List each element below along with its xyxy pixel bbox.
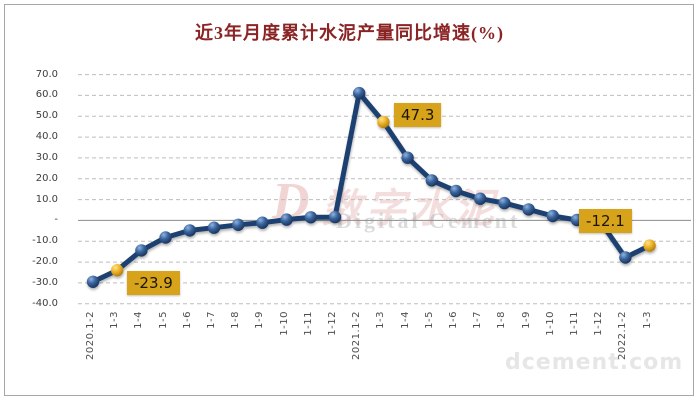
x-tick-label: 1-9: [254, 311, 265, 329]
data-point-1-6: [183, 224, 196, 237]
y-tick-label: 60.0: [35, 89, 58, 100]
data-label-callout: 47.3: [394, 103, 442, 127]
x-tick-label: 1-11: [569, 311, 580, 336]
y-tick-label: 30.0: [35, 152, 58, 163]
x-tick-label: 1-3: [642, 311, 653, 329]
data-point-1-6: [449, 184, 463, 198]
x-tick-label: 1-7: [472, 311, 483, 329]
x-tick-label: 1-4: [400, 311, 411, 329]
x-tick-label: 1-10: [545, 311, 556, 336]
data-label-callout: -12.1: [579, 209, 632, 233]
y-tick-label: 70.0: [35, 69, 58, 80]
data-point-1-10: [546, 209, 559, 223]
x-tick-label: 1-8: [496, 311, 507, 329]
data-point-1-7: [207, 221, 221, 234]
x-tick-label: 1-12: [593, 311, 604, 336]
data-point-1-12: [328, 210, 342, 224]
data-point-1-3: [377, 115, 390, 129]
y-tick-label: -: [54, 214, 58, 225]
data-point-1-4: [135, 244, 148, 257]
x-tick-label: 1-11: [303, 311, 314, 336]
y-tick-label: 40.0: [35, 131, 58, 142]
data-point-2020.1-2: [86, 275, 100, 288]
data-point-1-5: [425, 174, 438, 187]
x-tick-label: 1-3: [375, 311, 386, 329]
x-tick-label: 1-12: [327, 311, 338, 336]
x-tick-label: 1-4: [133, 311, 144, 329]
data-point-1-5: [159, 231, 172, 244]
series-group: [86, 86, 656, 288]
x-tick-label: 1-6: [448, 311, 459, 329]
y-tick-label: 20.0: [35, 173, 58, 184]
x-tick-label: 1-5: [158, 311, 169, 329]
chart-title: 近3年月度累计水泥产量同比增速(%): [195, 23, 504, 43]
data-point-1-8: [498, 196, 511, 210]
data-point-1-3: [643, 239, 656, 252]
data-point-1-11: [304, 211, 317, 224]
y-tick-label: -30.0: [32, 277, 58, 288]
y-tick-label: 10.0: [35, 194, 58, 205]
data-point-1-9: [522, 203, 535, 216]
data-point-1-10: [280, 213, 293, 226]
data-point-2021.1-2: [353, 86, 366, 100]
y-tick-label: 50.0: [35, 110, 58, 121]
x-tick-label: 1-5: [424, 311, 435, 329]
data-point-1-4: [401, 151, 414, 164]
x-tick-label: 1-3: [109, 311, 120, 329]
x-tick-label: 1-9: [521, 311, 532, 329]
data-point-2022.1-2: [619, 251, 632, 264]
x-tick-label: 2020.1-2: [85, 311, 96, 360]
data-label-callout: -23.9: [127, 271, 180, 295]
data-point-1-8: [232, 218, 245, 231]
data-point-1-7: [474, 192, 487, 205]
x-tick-label: 1-8: [230, 311, 241, 329]
data-point-1-9: [256, 216, 269, 229]
y-tick-label: -40.0: [32, 298, 58, 309]
y-tick-label: -20.0: [32, 256, 58, 267]
x-tick-label: 1-10: [279, 311, 290, 336]
watermark-site-text: dcement.com: [505, 350, 684, 375]
x-tick-label: 1-7: [206, 311, 217, 329]
data-point-1-3: [111, 264, 124, 277]
series-line: [90, 90, 653, 285]
x-tick-label: 1-6: [182, 311, 193, 329]
x-tick-label: 2021.1-2: [351, 311, 362, 360]
y-tick-label: -10.0: [32, 235, 58, 246]
